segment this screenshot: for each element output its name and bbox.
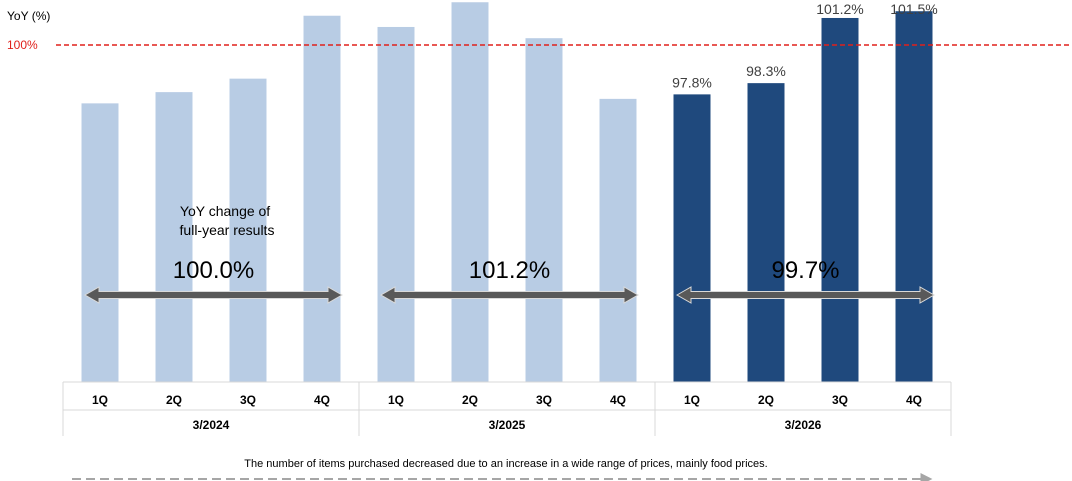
group-label: 3/2026 [785,418,822,432]
bar [451,2,489,382]
footnote-text: The number of items purchased decreased … [244,458,767,470]
bar [81,103,119,382]
x-tick-label: 4Q [610,393,626,407]
annotation-line-1: YoY change of [180,203,270,219]
x-tick-label: 3Q [832,393,848,407]
x-tick-label: 4Q [314,393,330,407]
bar-value-label: 98.3% [746,63,786,79]
bar [673,94,711,383]
bar [303,15,341,383]
bar [155,92,193,383]
x-tick-label: 2Q [166,393,182,407]
bar [821,17,859,382]
x-tick-label: 3Q [240,393,256,407]
bar-value-label: 101.5% [890,1,937,17]
group-label: 3/2025 [489,418,526,432]
full-year-value: 101.2% [469,257,550,284]
full-year-arrow [83,286,344,304]
bar [747,83,785,382]
x-tick-label: 2Q [462,393,478,407]
bar [895,11,933,383]
bar [599,98,637,382]
bar [229,78,267,382]
full-year-arrow [379,286,640,304]
full-year-value: 99.7% [771,257,839,284]
bar [525,38,563,382]
bar-value-label: 101.2% [816,1,863,17]
x-tick-label: 3Q [536,393,552,407]
x-tick-label: 4Q [906,393,922,407]
group-label: 3/2024 [193,418,230,432]
x-tick-label: 1Q [92,393,108,407]
annotation-text: YoY change of full-year results [180,203,275,238]
bar [377,26,415,382]
x-tick-label: 1Q [684,393,700,407]
full-year-arrow [675,286,936,304]
reference-line-label: 100% [7,38,38,52]
bar-value-label: 97.8% [672,74,712,90]
annotation-line-2: full-year results [180,222,275,238]
y-axis-label: YoY (%) [7,9,50,23]
full-year-value: 100.0% [173,257,254,284]
x-tick-label: 2Q [758,393,774,407]
x-tick-label: 1Q [388,393,404,407]
